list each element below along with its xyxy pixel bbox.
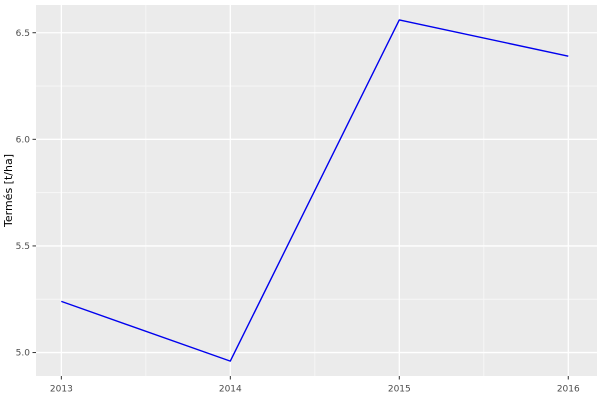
y-axis-title: Termés [t/ha]: [2, 154, 15, 228]
x-tick-label: 2015: [388, 385, 411, 395]
y-tick-label: 6.0: [16, 136, 31, 146]
y-tick-label: 5.5: [16, 242, 30, 252]
x-tick-label: 2014: [219, 385, 242, 395]
y-tick-label: 6.5: [16, 29, 30, 39]
data-line: [61, 19, 569, 362]
y-tick-label: 5.0: [16, 349, 31, 359]
x-tick-label: 2016: [557, 385, 580, 395]
x-tick-label: 2013: [50, 385, 73, 395]
plot-panel: [36, 5, 597, 376]
